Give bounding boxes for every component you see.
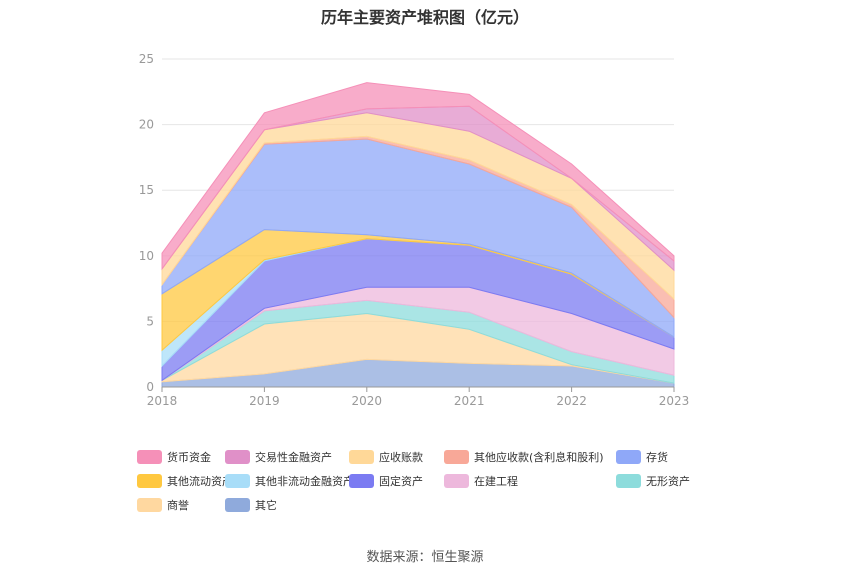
legend-item[interactable]: 其他流动资产 bbox=[137, 473, 233, 489]
data-source: 数据来源：恒生聚源 bbox=[366, 550, 484, 565]
y-tick-label: 15 bbox=[139, 183, 154, 197]
legend-item[interactable]: 存货 bbox=[616, 449, 668, 465]
legend-label: 其它 bbox=[255, 499, 277, 512]
y-tick-label: 25 bbox=[139, 52, 154, 66]
legend-swatch bbox=[349, 450, 374, 464]
legend-swatch bbox=[137, 474, 162, 488]
x-tick-label: 2018 bbox=[147, 394, 178, 408]
legend-swatch bbox=[349, 474, 374, 488]
legend-swatch bbox=[444, 474, 469, 488]
legend-label: 存货 bbox=[646, 451, 668, 464]
stacked-area-chart: 0 5 10 15 20 25 2018 2019 2020 2021 2022 2023 bbox=[139, 52, 690, 408]
legend-swatch bbox=[616, 474, 641, 488]
legend-swatch bbox=[137, 450, 162, 464]
legend-item[interactable]: 货币资金 bbox=[137, 449, 211, 465]
legend-label: 固定资产 bbox=[379, 475, 423, 488]
legend-swatch bbox=[137, 498, 162, 512]
legend-item[interactable]: 其他应收款(含利息和股利) bbox=[444, 449, 604, 465]
area-series bbox=[161, 82, 675, 388]
x-tick-label: 2023 bbox=[659, 394, 690, 408]
y-tick-label: 20 bbox=[139, 118, 154, 132]
y-tick-label: 5 bbox=[146, 314, 154, 328]
legend-swatch bbox=[225, 498, 250, 512]
area-series-11[interactable] bbox=[161, 82, 675, 271]
legend-swatch bbox=[225, 474, 250, 488]
y-tick-label: 0 bbox=[146, 380, 154, 394]
x-tick-label: 2022 bbox=[556, 394, 587, 408]
x-tick-label: 2021 bbox=[454, 394, 485, 408]
y-tick-label: 10 bbox=[139, 249, 154, 263]
legend-label: 在建工程 bbox=[474, 475, 518, 488]
legend-label: 应收账款 bbox=[379, 451, 423, 464]
legend-item[interactable]: 应收账款 bbox=[349, 449, 423, 465]
legend-item[interactable]: 在建工程 bbox=[444, 473, 518, 489]
legend-swatch bbox=[225, 450, 250, 464]
legend-item[interactable]: 其他非流动金融资产 bbox=[225, 473, 354, 489]
legend-label: 无形资产 bbox=[646, 475, 690, 488]
legend-item[interactable]: 无形资产 bbox=[616, 473, 690, 489]
legend-label: 货币资金 bbox=[167, 451, 211, 464]
legend-label: 其他应收款(含利息和股利) bbox=[474, 451, 604, 464]
legend-swatch bbox=[444, 450, 469, 464]
legend-item[interactable]: 商誉 bbox=[137, 497, 189, 513]
legend-label: 交易性金融资产 bbox=[255, 451, 332, 464]
legend-item[interactable]: 固定资产 bbox=[349, 473, 423, 489]
axes: 2018 2019 2020 2021 2022 2023 bbox=[147, 386, 690, 408]
x-tick-label: 2020 bbox=[352, 394, 383, 408]
x-tick-label: 2019 bbox=[249, 394, 280, 408]
legend-swatch bbox=[616, 450, 641, 464]
legend-label: 其他非流动金融资产 bbox=[255, 475, 354, 488]
legend-item[interactable]: 交易性金融资产 bbox=[225, 449, 332, 465]
legend-label: 商誉 bbox=[167, 499, 189, 512]
legend-label: 其他流动资产 bbox=[167, 475, 233, 488]
legend-item[interactable]: 其它 bbox=[225, 497, 277, 513]
chart-title: 历年主要资产堆积图（亿元） bbox=[320, 8, 529, 27]
